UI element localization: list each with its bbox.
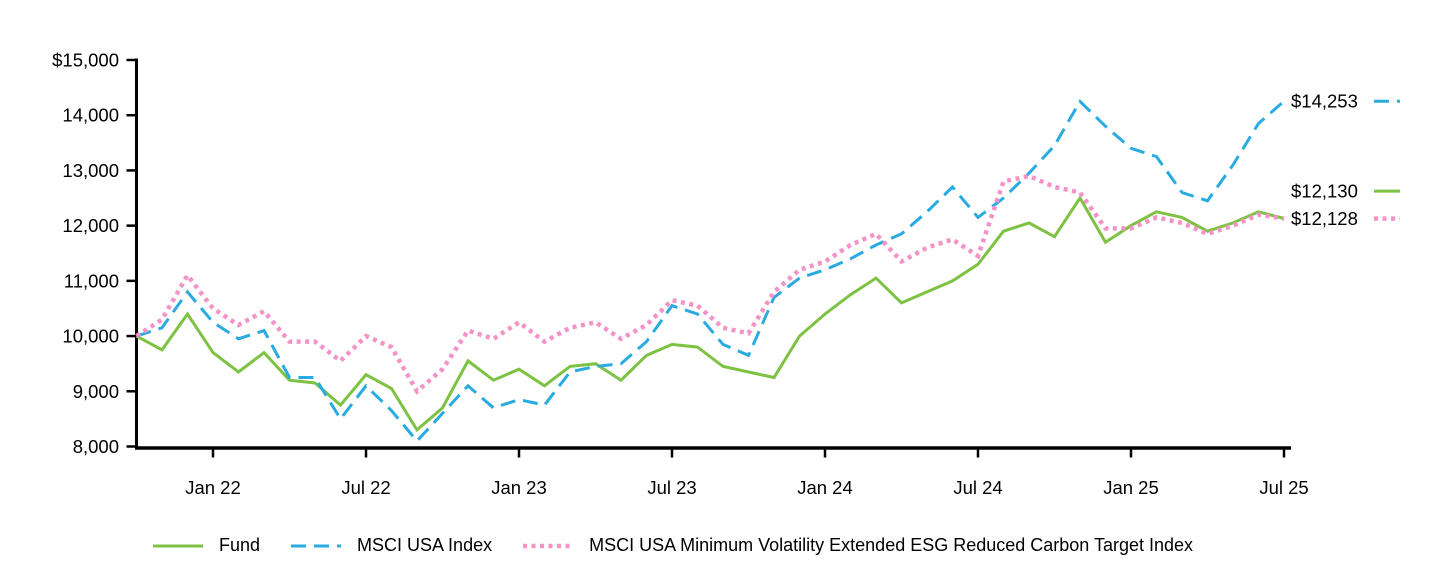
series-line-fund — [135, 195, 1285, 433]
legend-label-msci-min-vol-index: MSCI USA Minimum Volatility Extended ESG… — [589, 535, 1194, 555]
y-axis-tick-label: 8,000 — [73, 436, 119, 457]
legend-label-msci-usa-index: MSCI USA Index — [357, 535, 493, 555]
legend-item-msci-min-vol-index: MSCI USA Minimum Volatility Extended ESG… — [522, 535, 1193, 556]
chart-legend: Fund MSCI USA Index MSCI USA Minimum Vol… — [152, 535, 1193, 556]
end-value-label-msci-usa-index: $14,253 — [1291, 91, 1358, 112]
series-line-msci-usa-index — [136, 98, 1285, 444]
x-axis-tick-label: Jul 24 — [953, 477, 1002, 498]
y-axis-tick-label: 9,000 — [73, 381, 119, 402]
y-axis-tick-label: 13,000 — [62, 160, 119, 181]
x-axis-tick-label: Jan 24 — [797, 477, 853, 498]
legend-item-msci-usa-index: MSCI USA Index — [290, 535, 492, 556]
legend-item-fund: Fund — [152, 535, 260, 556]
x-axis-tick-label: Jan 23 — [491, 477, 547, 498]
end-value-label-fund: $12,130 — [1291, 181, 1358, 202]
y-axis-tick-label: 10,000 — [62, 326, 119, 347]
legend-label-fund: Fund — [219, 535, 261, 555]
y-axis-tick-label: 11,000 — [64, 270, 119, 291]
y-axis-tick-label: 14,000 — [62, 105, 119, 126]
x-axis-tick-label: Jan 25 — [1103, 477, 1159, 498]
x-axis-tick-label: Jul 22 — [341, 477, 390, 498]
series-line-msci-usa-minimum — [135, 173, 1285, 395]
x-axis-tick-label: Jan 22 — [185, 477, 241, 498]
msci-min-vol-index-line-swatch — [523, 543, 574, 548]
x-axis-tick-label: Jul 23 — [647, 477, 696, 498]
end-value-label-msci-min-vol-index: $12,128 — [1291, 208, 1358, 229]
y-axis-tick-label: 12,000 — [62, 215, 119, 236]
msci-usa-index-line-swatch — [291, 544, 342, 547]
x-axis-tick-label: Jul 25 — [1259, 477, 1308, 498]
y-axis-tick-label: $15,000 — [52, 50, 119, 71]
fund-line-swatch — [153, 544, 203, 547]
